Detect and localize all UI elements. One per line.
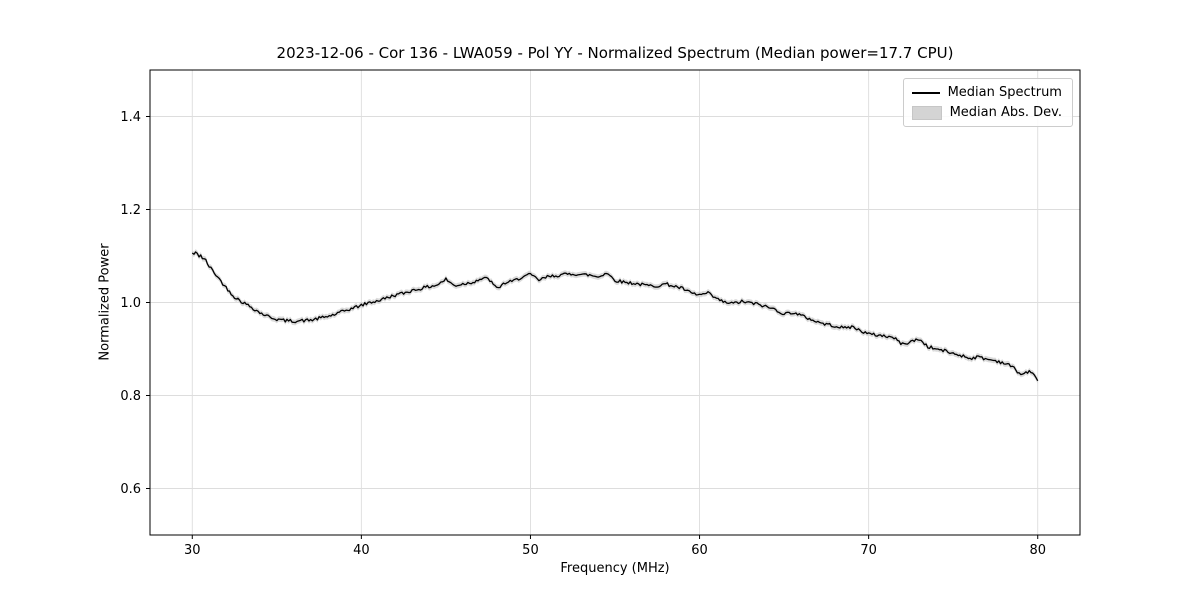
legend-label: Median Abs. Dev. — [949, 105, 1062, 120]
y-tick-label: 1.4 — [120, 110, 141, 125]
legend: Median Spectrum Median Abs. Dev. — [902, 78, 1073, 127]
y-tick-label: 1.0 — [120, 296, 141, 311]
chart-title: 2023-12-06 - Cor 136 - LWA059 - Pol YY -… — [276, 44, 954, 62]
x-tick-label: 30 — [184, 543, 201, 558]
legend-entry-median-spectrum: Median Spectrum — [911, 85, 1062, 100]
x-tick-label: 60 — [691, 543, 708, 558]
y-axis-label: Normalized Power — [97, 243, 113, 361]
median-spectrum-line — [191, 251, 1039, 382]
y-tick-label: 0.8 — [120, 389, 141, 404]
legend-patch-sample-icon — [911, 105, 942, 120]
x-tick-label: 70 — [860, 543, 877, 558]
x-axis-label: Frequency (MHz) — [560, 561, 670, 576]
x-tick-label: 50 — [522, 543, 539, 558]
x-tick-label: 80 — [1029, 543, 1046, 558]
legend-entry-median-abs-dev: Median Abs. Dev. — [911, 105, 1062, 120]
legend-line-sample-icon — [911, 91, 940, 94]
legend-label: Median Spectrum — [947, 85, 1062, 100]
x-tick-label: 40 — [353, 543, 370, 558]
y-tick-label: 1.2 — [120, 203, 141, 218]
y-tick-label: 0.6 — [120, 482, 141, 497]
